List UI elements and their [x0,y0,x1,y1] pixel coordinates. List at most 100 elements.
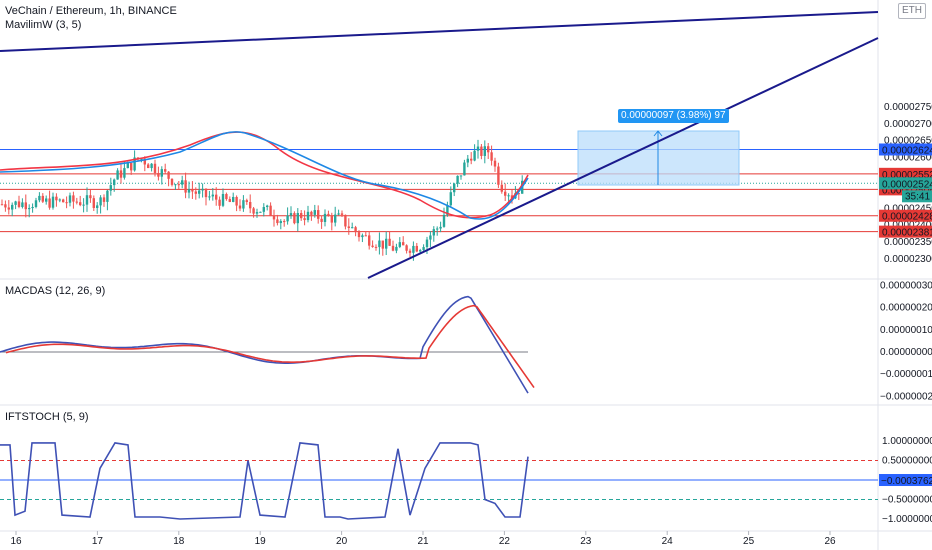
candle-body [157,173,160,177]
x-tick-label: 23 [580,536,592,547]
candle-body [466,158,469,163]
macd-tick-label: 0.00000030 [880,280,932,291]
candle-body [119,170,123,178]
candle-body [412,245,415,253]
iftstoch-indicator-label[interactable]: IFTSTOCH (5, 9) [5,411,89,423]
candle-body [92,198,95,208]
currency-badge[interactable]: ETH [898,3,926,19]
candle-body [167,171,170,179]
macd-indicator-label[interactable]: MACDAS (12, 26, 9) [5,285,106,297]
x-tick-label: 16 [10,536,22,547]
candle-body [225,193,228,200]
price-tick-label: 0.00002600 [884,153,932,164]
candle-body [31,206,34,209]
candle-body [323,213,327,222]
candle-body [68,195,72,203]
candle-body [429,235,432,240]
candle-body [354,227,357,233]
candle-body [459,175,463,177]
candle-body [34,200,38,207]
candle-body [398,242,401,247]
current-price-tag [879,177,932,190]
candle-body [48,198,51,208]
iftstoch-line [0,442,529,520]
candle-body [242,200,245,209]
macd-line [0,295,529,394]
candle-body [283,221,286,223]
x-tick-label: 25 [743,536,755,547]
macd-tick-label: 0.00000020 [880,303,932,314]
candle-body [21,202,24,207]
candle-body [272,215,276,220]
candle-body [102,197,106,202]
candle-body [198,190,201,194]
candle-body [449,192,452,206]
candle-body [79,202,82,206]
candle-body [507,195,510,197]
candle-body [415,245,418,252]
candle-body [215,194,218,200]
candle-body [317,210,320,219]
candle-body [41,195,44,202]
candle-body [286,215,289,222]
candle-body [493,160,497,167]
price-level-label: 0.00002381 [882,228,932,239]
candle-body [408,250,412,253]
candle-body [463,162,466,176]
candle-body [24,202,27,210]
candle-body [306,211,310,221]
candle-body [442,214,446,227]
candle-body [289,213,293,216]
x-tick-label: 19 [255,536,267,547]
candle-body [446,205,449,215]
price-level-tag [879,143,932,156]
candle-body [279,221,282,224]
candle-body [500,184,503,192]
macd-tick-label: 0.00000010 [880,325,932,336]
trendline-upper [0,11,879,52]
candle-body [351,227,354,229]
macd-signal-line [5,304,535,389]
candle-body [201,188,204,191]
mavilim-indicator-label[interactable]: MavilimW (3, 5) [5,19,82,31]
candle-body [453,183,456,193]
candle-body [276,219,279,224]
price-level-label: 0.00002428 [882,212,932,223]
candle-body [422,247,425,251]
candle-body [419,250,422,252]
candle-body [374,246,378,248]
candle-body [232,196,235,202]
candle-body [221,193,225,206]
iftstoch-tick-label: −1.00000000 [882,514,932,525]
x-tick-label: 18 [173,536,185,547]
candle-body [395,246,398,251]
candle-body [368,235,371,246]
candle-body [58,199,61,201]
candle-body [378,240,381,248]
candle-body [255,212,259,214]
candle-body [96,205,99,208]
candle-body [11,204,14,210]
x-tick-label: 21 [417,536,429,547]
candle-body [310,211,313,215]
iftstoch-last-label: −0.00037627 [881,476,932,487]
measure-arrowhead [653,130,663,137]
chart-title: VeChain / Ethereum, 1h, BINANCE [5,5,177,17]
candle-body [181,180,184,185]
candle-body [517,193,520,195]
candle-body [17,201,21,207]
candle-body [238,205,242,209]
candle-body [391,245,395,251]
iftstoch-tick-label: 1.00000000 [882,436,932,447]
candle-body [504,191,507,196]
candle-body [55,196,58,201]
candle-body [364,235,367,237]
x-tick-label: 20 [336,536,348,547]
candle-body [28,208,31,210]
x-tick-label: 24 [662,536,674,547]
price-level-tag [879,209,932,222]
candle-body [490,152,493,161]
candle-body [7,207,10,210]
candle-body [89,195,92,199]
